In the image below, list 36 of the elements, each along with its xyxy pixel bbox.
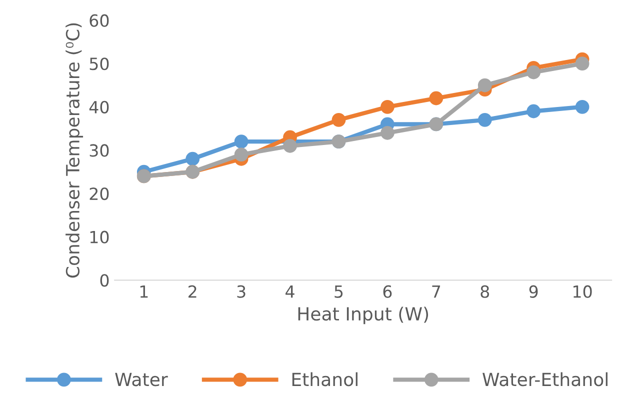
- x-tick-label: 1: [140, 286, 148, 298]
- x-tick-label: 6: [383, 285, 392, 298]
- x-tick-label: 7: [432, 286, 440, 298]
- point: [526, 104, 541, 118]
- x-tick-label: 9: [529, 285, 538, 298]
- point: [380, 126, 394, 140]
- point: [575, 100, 590, 114]
- y-tick-label: 60: [90, 14, 109, 27]
- y-axis-title: Condenser Temperature (⁰C): [66, 23, 84, 278]
- point: [429, 91, 444, 106]
- x-tick-label: 10: [574, 285, 592, 298]
- point: [234, 148, 248, 162]
- x-tick-label: 4: [286, 286, 294, 298]
- point: [526, 65, 541, 80]
- y-tick-label: 40: [89, 100, 109, 114]
- y-tick-label: 30: [90, 144, 109, 157]
- x-axis-title: Heat Input (W): [298, 306, 428, 324]
- legend-label: Water: [115, 372, 168, 386]
- point: [575, 56, 590, 71]
- point: [186, 152, 200, 166]
- y-tick-label: 20: [90, 187, 109, 200]
- y-tick-label: 50: [90, 58, 109, 70]
- x-tick-label: 8: [480, 285, 490, 298]
- x-tick-label: 3: [237, 285, 246, 298]
- point: [234, 134, 248, 149]
- point: [332, 112, 346, 127]
- legend-label: Water-Ethanol: [482, 372, 608, 386]
- point: [380, 100, 394, 114]
- legend-label: Ethanol: [292, 372, 358, 386]
- y-tick-label: 10: [90, 230, 109, 244]
- x-tick-label: 5: [334, 286, 343, 298]
- point: [478, 78, 492, 92]
- point: [478, 112, 492, 127]
- x-tick-label: 2: [188, 285, 196, 298]
- y-tick-label: 0: [100, 274, 109, 287]
- point: [283, 138, 297, 153]
